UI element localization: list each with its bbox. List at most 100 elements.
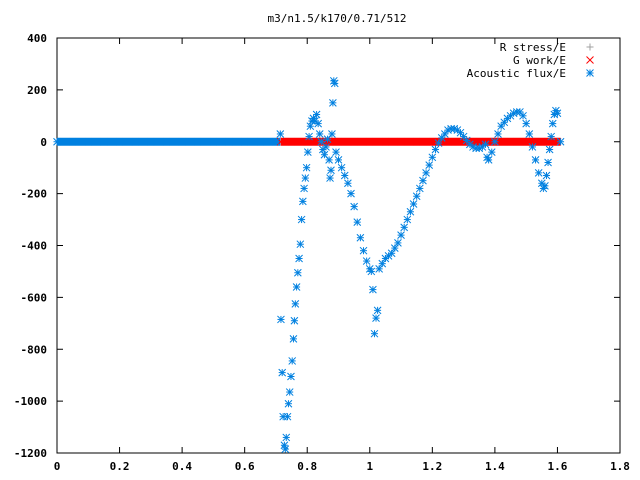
data-point: [337, 163, 346, 172]
data-point: [290, 316, 299, 325]
data-point: [68, 137, 77, 146]
x-tick-label: 0.6: [235, 460, 255, 473]
data-point: [347, 189, 355, 198]
x-tick-label: 1.2: [422, 460, 442, 473]
data-point: [334, 156, 343, 164]
data-point: [437, 134, 446, 142]
data-point: [332, 148, 340, 156]
data-point: [444, 137, 452, 146]
data-point: [330, 79, 339, 88]
data-point: [367, 267, 376, 276]
data-point: [84, 137, 93, 146]
data-point: [462, 136, 471, 145]
data-point: [146, 137, 155, 146]
data-point: [282, 433, 291, 442]
data-point: [301, 174, 310, 182]
x-tick-label: 1: [366, 460, 373, 473]
y-axis: 400 200 0 -200 -400 -600 -800 -1000 -1200: [14, 32, 620, 460]
data-point: [296, 240, 305, 249]
data-point: [487, 148, 496, 156]
legend-label: G work/E: [513, 54, 566, 67]
data-point: [456, 128, 465, 137]
data-point: [131, 137, 140, 146]
data-point: [481, 140, 490, 149]
data-point: [556, 137, 565, 146]
data-point: [289, 335, 298, 343]
data-point: [428, 153, 437, 162]
data-point: [287, 137, 296, 146]
data-point: [278, 368, 287, 377]
data-point: [390, 244, 399, 252]
data-point: [287, 372, 295, 381]
data-point: [344, 179, 352, 188]
y-tick-label: -200: [21, 188, 48, 201]
data-point: [500, 118, 509, 127]
legend-label: R stress/E: [500, 41, 566, 54]
data-point: [362, 257, 371, 265]
data-point: [225, 137, 233, 146]
data-point: [292, 283, 301, 291]
legend-marker: [586, 56, 594, 64]
data-point: [491, 137, 499, 146]
data-point: [528, 143, 537, 151]
data-point: [387, 249, 396, 258]
data-point: [484, 156, 493, 164]
data-point: [284, 399, 293, 408]
data-point: [541, 181, 549, 190]
data-point: [403, 215, 412, 224]
data-point: [542, 171, 551, 180]
data-point: [548, 119, 557, 128]
g-work-band: [280, 137, 561, 146]
data-point: [365, 137, 374, 146]
data-point: [53, 137, 61, 146]
data-point: [537, 137, 546, 146]
data-point: [295, 254, 303, 263]
data-point: [397, 231, 405, 239]
data-point: [415, 184, 424, 193]
data-point: [100, 137, 108, 146]
data-point: [272, 137, 280, 146]
data-point: [412, 192, 421, 201]
data-point: [291, 300, 300, 308]
data-point: [406, 207, 415, 216]
y-tick-label: -400: [21, 240, 48, 253]
data-point: [293, 268, 302, 277]
data-point: [544, 158, 552, 167]
data-point: [302, 163, 311, 172]
data-point: [298, 197, 307, 206]
data-point: [516, 108, 524, 116]
data-point: [305, 132, 313, 141]
data-point: [431, 145, 440, 154]
data-point: [370, 329, 379, 338]
plot-frame: [56, 37, 621, 454]
data-point: [350, 137, 358, 146]
data-point: [475, 137, 484, 146]
y-tick-label: -800: [21, 343, 48, 356]
data-point: [372, 314, 380, 322]
data-point: [545, 145, 554, 154]
data-point: [356, 233, 365, 242]
data-point: [329, 98, 337, 107]
data-point: [328, 130, 336, 138]
data-point: [288, 357, 297, 365]
data-point: [115, 137, 124, 146]
data-point: [428, 137, 437, 146]
data-point: [326, 174, 334, 182]
data-point: [381, 137, 390, 146]
data-point: [240, 137, 249, 146]
data-point: [419, 176, 427, 185]
data-point: [297, 215, 306, 224]
chart-title: m3/n1.5/k170/0.71/512: [267, 12, 406, 25]
data-point: [320, 150, 329, 159]
y-tick-label: -1200: [14, 447, 47, 460]
data-point: [353, 218, 362, 227]
data-point: [494, 130, 502, 138]
data-point: [373, 306, 382, 315]
data-point: [283, 412, 292, 421]
data-point: [178, 137, 186, 146]
x-tick-label: 0: [54, 460, 61, 473]
x-tick-label: 0.4: [172, 460, 192, 473]
data-point: [397, 137, 405, 146]
